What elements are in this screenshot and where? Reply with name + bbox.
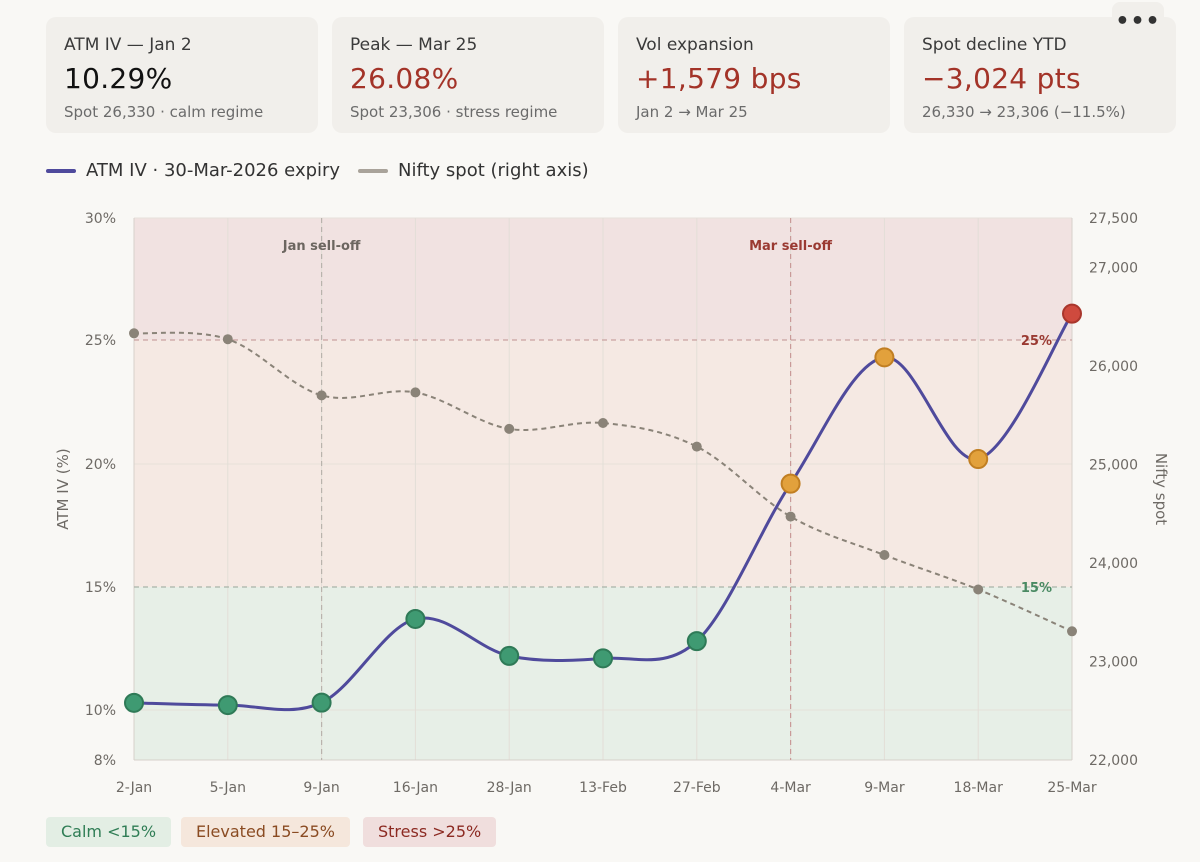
regime-chip-elevated: Elevated 15–25% [181,817,350,847]
spot-point [1067,626,1077,637]
more-horizontal-icon: ••• [1115,9,1161,34]
spot-point [129,328,139,339]
card-subtext: Spot 23,306 · stress regime [350,103,558,121]
iv-point [780,473,801,494]
x-tick-label: 5-Jan [210,780,246,796]
iv-point [405,608,426,629]
spot-point [410,387,421,398]
card-label: Peak — Mar 25 [350,35,478,55]
card-label: Spot decline YTD [922,35,1067,55]
x-tick-label: 28-Jan [487,780,532,796]
y-tick-label-left: 15% [85,580,116,596]
y-tick-label-left: 25% [85,333,116,349]
regime-chip-calm: Calm <15% [46,817,172,847]
spot-point [785,511,796,522]
y-tick-label-left: 10% [85,703,116,719]
iv-point [686,631,707,652]
card-label: ATM IV — Jan 2 [64,35,192,55]
card-value: +1,579 bps [636,62,802,95]
y-tick-label-left: 30% [85,211,116,227]
card-start-iv: ATM IV — Jan 2 10.29% Spot 26,330 · calm… [46,17,318,133]
x-tick-label: 16-Jan [393,780,438,796]
spot-point [316,390,327,401]
legend-label-spot: Nifty spot (right axis) [398,160,589,181]
card-value: 10.29% [64,62,173,95]
card-value: −3,024 pts [922,62,1081,95]
x-tick-label: 13-Feb [579,780,627,796]
legend-label-iv: ATM IV · 30-Mar-2026 expiry [86,160,341,181]
x-tick-label: 18-Mar [954,780,1004,796]
spot-point [691,441,702,452]
annotation-label: Mar sell-off [749,239,832,254]
annotation-label: Jan sell-off [282,239,361,254]
y-tick-label-right: 25,000 [1089,457,1138,473]
regime-chip-stress: Stress >25% [363,817,497,847]
card-label: Vol expansion [636,35,754,55]
y-axis-title-left: ATM IV (%) [54,448,72,529]
x-tick-label: 9-Mar [864,780,905,796]
card-peak-iv: Peak — Mar 25 26.08% Spot 23,306 · stres… [332,17,604,133]
summary-cards: ATM IV — Jan 2 10.29% Spot 26,330 · calm… [46,17,1176,133]
spot-point [879,550,890,561]
y-tick-label-right: 27,500 [1089,211,1138,227]
y-tick-label-right: 24,000 [1089,556,1138,572]
spot-point [504,423,515,434]
more-options-button[interactable]: ••• [1112,2,1164,48]
iv-point [968,449,989,470]
y-tick-label-left: 8% [94,753,116,769]
y-tick-label-right: 26,000 [1089,359,1138,375]
x-tick-label: 2-Jan [116,780,152,796]
threshold-label: 15% [1021,581,1052,596]
legend-swatch-iv [46,169,76,173]
spot-point [598,417,608,428]
iv-point [124,692,144,713]
iv-point [593,648,613,669]
threshold-label: 25% [1021,334,1052,349]
legend-swatch-spot [358,169,388,173]
x-tick-label: 9-Jan [303,780,339,796]
y-tick-label-right: 27,000 [1089,260,1138,276]
card-subtext: 26,330 → 23,306 (−11.5%) [922,103,1126,121]
x-tick-label: 25-Mar [1047,780,1097,796]
iv-point [499,645,520,666]
x-tick-label: 27-Feb [673,780,721,796]
iv-point [311,692,332,713]
x-tick-label: 4-Mar [770,780,811,796]
card-vol-expansion: Vol expansion +1,579 bps Jan 2 → Mar 25 [618,17,890,133]
spot-point [222,334,233,345]
iv-point [874,347,895,368]
iv-spot-chart: 25% 15% Jan sell-off Mar sell-off 8% 10% 15% 20… [54,211,1170,796]
y-tick-label-right: 22,000 [1089,753,1138,769]
y-tick-label-right: 23,000 [1089,654,1138,670]
iv-point [217,695,238,716]
card-subtext: Jan 2 → Mar 25 [636,103,748,121]
card-value: 26.08% [350,62,459,95]
y-axis-title-right: Nifty spot [1152,453,1170,525]
y-tick-label-left: 20% [85,457,116,473]
iv-point [1062,303,1082,324]
card-subtext: Spot 26,330 · calm regime [64,103,264,121]
spot-point [973,584,984,595]
